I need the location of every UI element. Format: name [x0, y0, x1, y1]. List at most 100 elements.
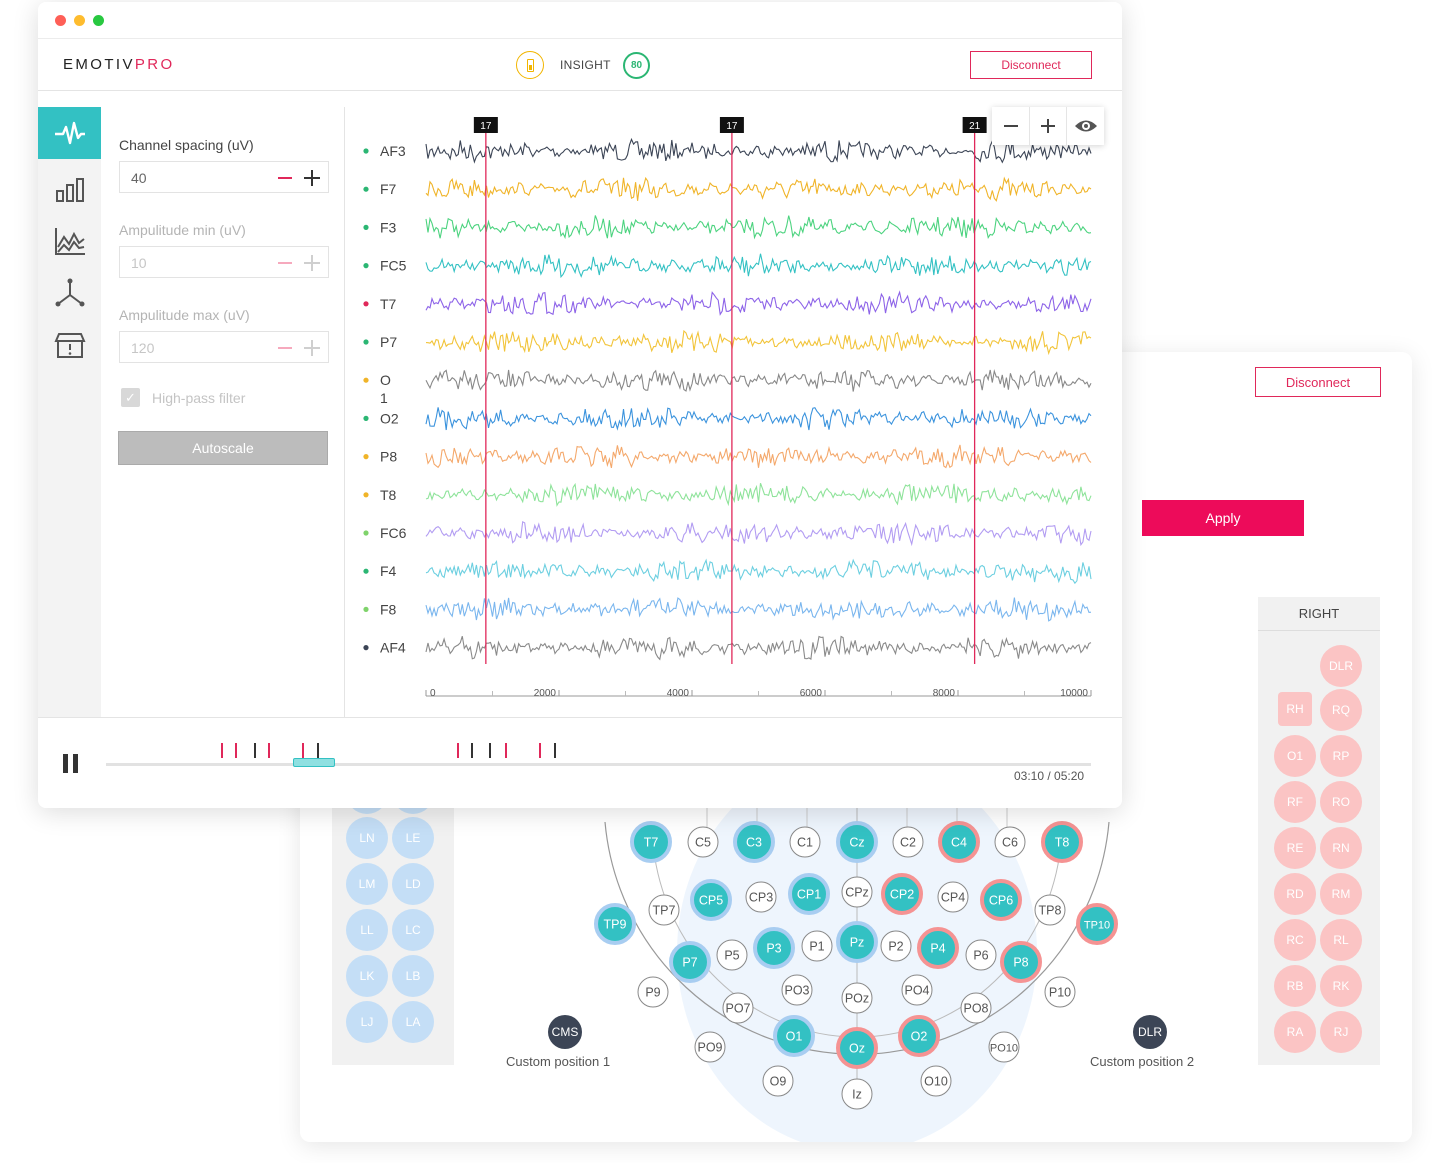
sidebar-item-performance[interactable] — [38, 215, 101, 267]
right-reference-electrode[interactable]: RA — [1274, 1011, 1316, 1053]
electrode-inactive[interactable] — [988, 1031, 1020, 1063]
electrode-good[interactable] — [733, 821, 775, 863]
electrode-inactive[interactable] — [1044, 976, 1076, 1008]
timeline-thumb[interactable] — [293, 758, 336, 767]
amp-max-increment-button[interactable] — [304, 340, 320, 356]
electrode-bad[interactable] — [980, 879, 1022, 921]
sidebar-item-raw-eeg[interactable] — [38, 107, 101, 159]
electrode-bad[interactable] — [1076, 903, 1118, 945]
electrode-good[interactable] — [836, 921, 878, 963]
right-reference-electrode[interactable]: RM — [1320, 873, 1362, 915]
timeline-event-mark[interactable] — [471, 743, 473, 758]
electrode-inactive[interactable] — [994, 826, 1026, 858]
electrode-inactive[interactable] — [722, 992, 754, 1024]
electrode-inactive[interactable] — [841, 1078, 873, 1110]
left-reference-electrode[interactable]: LA — [392, 1001, 434, 1043]
right-reference-electrode[interactable]: RC — [1274, 919, 1316, 961]
electrode-inactive[interactable] — [781, 974, 813, 1006]
timeline-event-mark[interactable] — [235, 743, 237, 758]
electrode-inactive[interactable] — [937, 881, 969, 913]
cms-electrode[interactable]: CMS — [548, 1015, 582, 1049]
sidebar-item-band-power[interactable] — [38, 163, 101, 215]
electrode-inactive[interactable] — [960, 992, 992, 1024]
electrode-inactive[interactable] — [762, 1065, 794, 1097]
electrode-bad[interactable] — [836, 1027, 878, 1069]
left-reference-electrode[interactable]: LN — [346, 817, 388, 859]
dlr-electrode[interactable]: DLR — [1133, 1015, 1167, 1049]
timeline-event-mark[interactable] — [221, 743, 223, 758]
electrode-good[interactable] — [753, 927, 795, 969]
electrode-bad[interactable] — [1041, 821, 1083, 863]
electrode-inactive[interactable] — [745, 881, 777, 913]
right-reference-electrode[interactable]: RD — [1274, 873, 1316, 915]
timeline-event-mark[interactable] — [268, 743, 270, 758]
timeline-event-mark[interactable] — [317, 743, 319, 758]
right-reference-electrode[interactable]: O1 — [1274, 735, 1316, 777]
electrode-good[interactable] — [690, 879, 732, 921]
right-reference-electrode[interactable]: RL — [1320, 919, 1362, 961]
pause-icon[interactable] — [63, 754, 79, 773]
left-reference-electrode[interactable]: LJ — [346, 1001, 388, 1043]
timeline-event-mark[interactable] — [457, 743, 459, 758]
left-reference-electrode[interactable]: LE — [392, 817, 434, 859]
electrode-inactive[interactable] — [841, 982, 873, 1014]
disconnect-button[interactable]: Disconnect — [970, 51, 1092, 79]
electrode-good[interactable] — [594, 903, 636, 945]
timeline-event-mark[interactable] — [302, 743, 304, 758]
left-reference-electrode[interactable]: LK — [346, 955, 388, 997]
electrode-inactive[interactable] — [789, 826, 821, 858]
electrode-inactive[interactable] — [901, 974, 933, 1006]
left-reference-electrode[interactable]: LL — [346, 909, 388, 951]
spacing-decrement-button[interactable] — [278, 177, 292, 179]
right-reference-electrode[interactable]: RP — [1320, 735, 1362, 777]
left-reference-electrode[interactable]: LD — [392, 863, 434, 905]
right-reference-electrode[interactable]: RB — [1274, 965, 1316, 1007]
right-reference-electrode[interactable]: RN — [1320, 827, 1362, 869]
electrode-inactive[interactable] — [1034, 894, 1066, 926]
electrode-bad[interactable] — [898, 1015, 940, 1057]
autoscale-button[interactable]: Autoscale — [118, 431, 328, 465]
zoom-in-button[interactable] — [1029, 107, 1066, 145]
sidebar-item-archive[interactable] — [38, 319, 101, 371]
electrode-inactive[interactable] — [637, 976, 669, 1008]
amp-min-increment-button[interactable] — [304, 255, 320, 271]
electrode-inactive[interactable] — [694, 1031, 726, 1063]
timeline-event-mark[interactable] — [254, 743, 256, 758]
apply-button[interactable]: Apply — [1142, 500, 1304, 536]
timeline-track[interactable] — [106, 763, 1091, 766]
electrode-bad[interactable] — [1000, 941, 1042, 983]
visibility-button[interactable] — [1066, 107, 1104, 145]
right-reference-electrode[interactable]: RJ — [1320, 1011, 1362, 1053]
electrode-good[interactable] — [630, 821, 672, 863]
spacing-increment-button[interactable] — [304, 170, 320, 186]
amplitude-min-input[interactable]: 10 — [119, 246, 329, 278]
right-reference-electrode[interactable]: RK — [1320, 965, 1362, 1007]
electrode-bad[interactable] — [938, 821, 980, 863]
electrode-inactive[interactable] — [801, 930, 833, 962]
electrode-inactive[interactable] — [841, 876, 873, 908]
amplitude-max-input[interactable]: 120 — [119, 331, 329, 363]
electrode-inactive[interactable] — [892, 826, 924, 858]
electrode-good[interactable] — [669, 941, 711, 983]
event-marker-tag[interactable] — [719, 117, 744, 133]
electrode-inactive[interactable] — [687, 826, 719, 858]
timeline-event-mark[interactable] — [505, 743, 507, 758]
high-pass-checkbox[interactable]: ✓ — [121, 388, 140, 407]
right-reference-electrode[interactable]: RF — [1274, 781, 1316, 823]
left-reference-electrode[interactable]: LC — [392, 909, 434, 951]
electrode-bad[interactable] — [881, 873, 923, 915]
right-reference-electrode[interactable]: RH — [1278, 692, 1312, 726]
close-window-button[interactable] — [55, 15, 66, 26]
timeline-event-mark[interactable] — [489, 743, 491, 758]
right-reference-electrode[interactable]: RE — [1274, 827, 1316, 869]
electrode-good[interactable] — [836, 821, 878, 863]
maximize-window-button[interactable] — [93, 15, 104, 26]
electrode-inactive[interactable] — [648, 894, 680, 926]
channel-spacing-input[interactable]: 40 — [119, 161, 329, 193]
electrode-inactive[interactable] — [716, 939, 748, 971]
amp-min-decrement-button[interactable] — [278, 262, 292, 264]
electrode-good[interactable] — [773, 1015, 815, 1057]
event-marker-tag[interactable] — [473, 117, 498, 133]
amp-max-decrement-button[interactable] — [278, 347, 292, 349]
right-reference-electrode[interactable]: RO — [1320, 781, 1362, 823]
